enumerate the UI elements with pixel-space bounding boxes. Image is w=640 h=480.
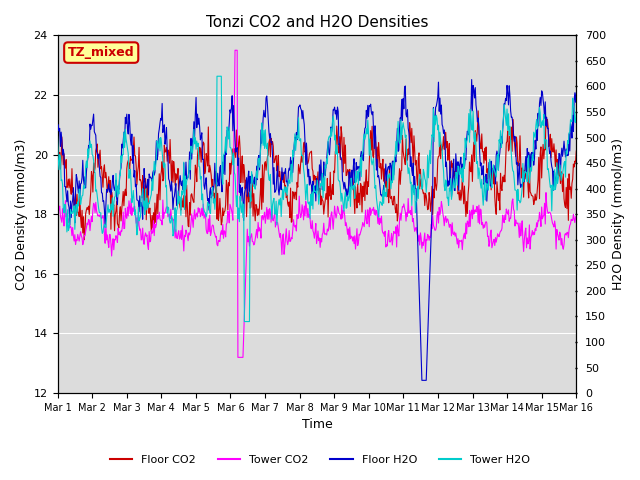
- Text: TZ_mixed: TZ_mixed: [68, 46, 134, 59]
- Title: Tonzi CO2 and H2O Densities: Tonzi CO2 and H2O Densities: [205, 15, 428, 30]
- X-axis label: Time: Time: [301, 419, 332, 432]
- Legend: Floor CO2, Tower CO2, Floor H2O, Tower H2O: Floor CO2, Tower CO2, Floor H2O, Tower H…: [105, 451, 535, 469]
- Y-axis label: CO2 Density (mmol/m3): CO2 Density (mmol/m3): [15, 139, 28, 290]
- Y-axis label: H2O Density (mmol/m3): H2O Density (mmol/m3): [612, 138, 625, 290]
